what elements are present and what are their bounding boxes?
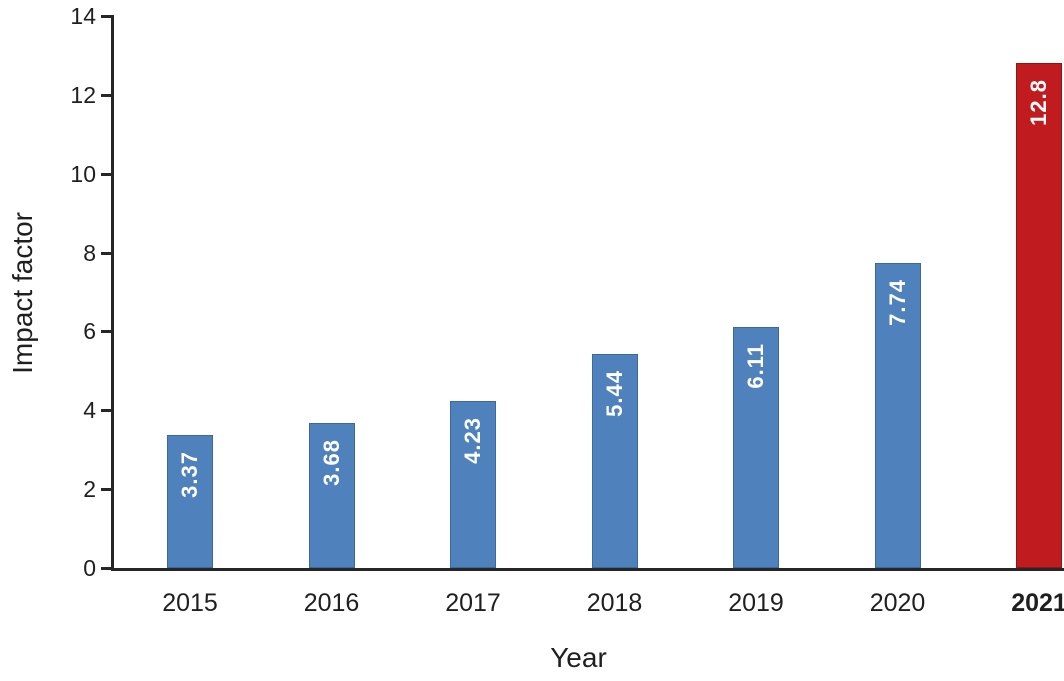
x-axis-label-2016: 2016: [303, 589, 360, 617]
x-axis-label-2019: 2019: [728, 589, 784, 617]
x-axis-label-2020: 2020: [869, 589, 926, 617]
bar-value-label: 7.74: [884, 278, 910, 326]
bar-value-label: 6.11: [743, 343, 768, 389]
bar-value-label: 12.8: [1026, 79, 1051, 127]
y-tick-mark: [101, 172, 111, 176]
y-tick-label: 6: [83, 318, 96, 345]
y-axis-line: [111, 15, 114, 571]
y-tick-mark: [101, 251, 111, 255]
y-tick-mark: [101, 15, 111, 18]
y-tick-label: 10: [70, 160, 96, 187]
x-axis-line: [111, 568, 1064, 571]
bar-value-label: 3.68: [318, 438, 344, 486]
bar-2015: 3.37: [167, 435, 213, 568]
y-tick-label: 14: [70, 3, 96, 29]
x-axis-label-2018: 2018: [586, 589, 643, 617]
x-axis-title: Year: [550, 642, 607, 673]
y-tick-mark: [101, 93, 111, 97]
bar-2017: 4.23: [450, 401, 496, 568]
y-tick-label: 2: [83, 476, 96, 503]
x-axis-label-2021: 2021: [1011, 589, 1064, 617]
bar-value-label: 4.23: [460, 417, 485, 465]
y-tick-label: 12: [70, 81, 96, 108]
bar-2016: 3.68: [308, 422, 355, 568]
y-tick-mark: [101, 330, 111, 334]
bar-2019: 6.11: [733, 327, 779, 568]
y-tick-mark: [101, 409, 111, 413]
y-tick-label: 8: [83, 239, 96, 266]
bar-value-label: 5.44: [601, 369, 627, 417]
bar-value-label: 3.37: [177, 451, 202, 498]
bar-2020: 7.74: [874, 262, 921, 568]
y-tick-mark: [101, 567, 111, 570]
y-tick-mark: [101, 488, 111, 492]
x-axis-label-2017: 2017: [445, 589, 501, 617]
y-tick-label: 4: [83, 397, 96, 424]
x-axis-label-2015: 2015: [162, 589, 218, 617]
bar-2021: 12.8: [1016, 63, 1062, 568]
bar-2018: 5.44: [591, 353, 638, 568]
y-tick-label: 0: [83, 555, 96, 581]
y-axis-title: Impact factor: [7, 212, 38, 374]
